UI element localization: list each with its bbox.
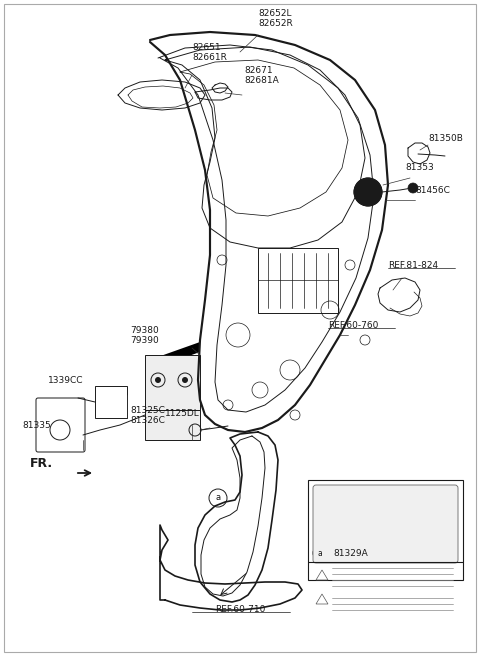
FancyBboxPatch shape (313, 485, 458, 563)
Bar (258, 248, 338, 313)
Circle shape (361, 185, 375, 199)
Bar (308, 480, 463, 580)
Text: 81335: 81335 (22, 421, 51, 430)
Text: 82651
82661R: 82651 82661R (192, 43, 227, 62)
FancyBboxPatch shape (95, 386, 127, 418)
Bar (145, 355, 200, 410)
Text: REF.60-760: REF.60-760 (328, 321, 378, 330)
Text: 81325C
81326C: 81325C 81326C (130, 405, 165, 425)
FancyBboxPatch shape (36, 398, 85, 452)
Bar (145, 410, 200, 440)
Circle shape (182, 377, 188, 383)
Text: REF.60-710: REF.60-710 (215, 605, 265, 614)
Text: a: a (216, 493, 221, 502)
Circle shape (408, 183, 418, 193)
Text: 79380
79390: 79380 79390 (130, 325, 159, 345)
Text: a: a (318, 548, 323, 558)
Text: 81456C: 81456C (415, 186, 450, 195)
Text: 82671
82681A: 82671 82681A (244, 66, 279, 85)
Text: REF.81-824: REF.81-824 (388, 261, 438, 270)
Text: FR.: FR. (30, 457, 53, 470)
Text: 81350B: 81350B (428, 134, 463, 143)
Text: 82652L
82652R: 82652L 82652R (258, 9, 293, 28)
FancyBboxPatch shape (4, 4, 476, 652)
Text: 81353: 81353 (405, 163, 434, 172)
Text: 81329A: 81329A (333, 549, 368, 558)
Text: 1339CC: 1339CC (48, 376, 84, 385)
Polygon shape (155, 342, 200, 368)
Circle shape (354, 178, 382, 206)
Text: 1125DL: 1125DL (165, 409, 200, 418)
Circle shape (155, 377, 161, 383)
